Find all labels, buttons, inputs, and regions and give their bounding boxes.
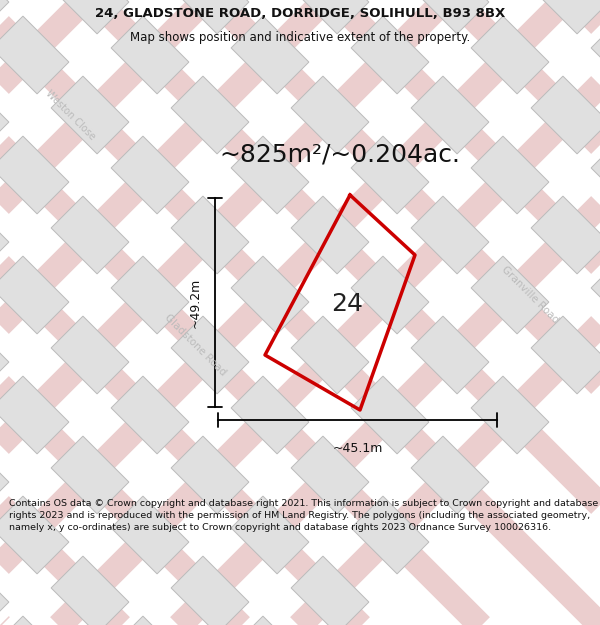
Polygon shape [591,256,600,334]
Polygon shape [351,256,429,334]
Polygon shape [51,436,129,514]
Polygon shape [0,376,69,454]
Polygon shape [171,76,249,154]
Polygon shape [351,16,429,94]
Polygon shape [411,196,489,274]
Polygon shape [171,0,249,34]
Polygon shape [51,0,129,34]
Polygon shape [0,316,9,394]
Text: Contains OS data © Crown copyright and database right 2021. This information is : Contains OS data © Crown copyright and d… [9,499,598,531]
Text: 24: 24 [331,292,364,316]
Polygon shape [411,0,489,34]
Polygon shape [291,436,369,514]
Polygon shape [111,616,189,625]
Text: Map shows position and indicative extent of the property.: Map shows position and indicative extent… [130,31,470,44]
Polygon shape [351,376,429,454]
Polygon shape [471,136,549,214]
Polygon shape [171,316,249,394]
Polygon shape [0,16,69,94]
Text: ~45.1m: ~45.1m [332,441,383,454]
Polygon shape [231,136,309,214]
Polygon shape [111,376,189,454]
Polygon shape [0,196,9,274]
Polygon shape [591,16,600,94]
Text: ~825m²/~0.204ac.: ~825m²/~0.204ac. [220,143,461,167]
Polygon shape [51,316,129,394]
Polygon shape [471,256,549,334]
Polygon shape [111,496,189,574]
Polygon shape [291,556,369,625]
Polygon shape [531,316,600,394]
Polygon shape [411,76,489,154]
Text: Granville Road: Granville Road [500,264,560,326]
Text: ~49.2m: ~49.2m [188,278,202,328]
Polygon shape [471,376,549,454]
Polygon shape [471,16,549,94]
Polygon shape [0,0,9,34]
Polygon shape [291,76,369,154]
Text: Weston Close: Weston Close [43,88,97,142]
Polygon shape [111,16,189,94]
Polygon shape [291,196,369,274]
Polygon shape [171,196,249,274]
Polygon shape [111,136,189,214]
Polygon shape [0,76,9,154]
Polygon shape [0,136,69,214]
Polygon shape [0,256,69,334]
Polygon shape [0,496,69,574]
Polygon shape [231,256,309,334]
Polygon shape [51,556,129,625]
Polygon shape [531,0,600,34]
Polygon shape [531,76,600,154]
Polygon shape [111,256,189,334]
Polygon shape [531,196,600,274]
Polygon shape [351,496,429,574]
Polygon shape [411,316,489,394]
Polygon shape [231,496,309,574]
Polygon shape [351,136,429,214]
Polygon shape [291,316,369,394]
Polygon shape [0,616,69,625]
Text: Gladstone Road: Gladstone Road [163,312,227,378]
Polygon shape [231,376,309,454]
Polygon shape [591,136,600,214]
Polygon shape [171,436,249,514]
Polygon shape [231,616,309,625]
Polygon shape [231,16,309,94]
Polygon shape [0,556,9,625]
Polygon shape [171,556,249,625]
Polygon shape [51,76,129,154]
Polygon shape [51,196,129,274]
Text: 24, GLADSTONE ROAD, DORRIDGE, SOLIHULL, B93 8BX: 24, GLADSTONE ROAD, DORRIDGE, SOLIHULL, … [95,7,505,20]
Polygon shape [291,0,369,34]
Polygon shape [411,436,489,514]
Polygon shape [0,436,9,514]
